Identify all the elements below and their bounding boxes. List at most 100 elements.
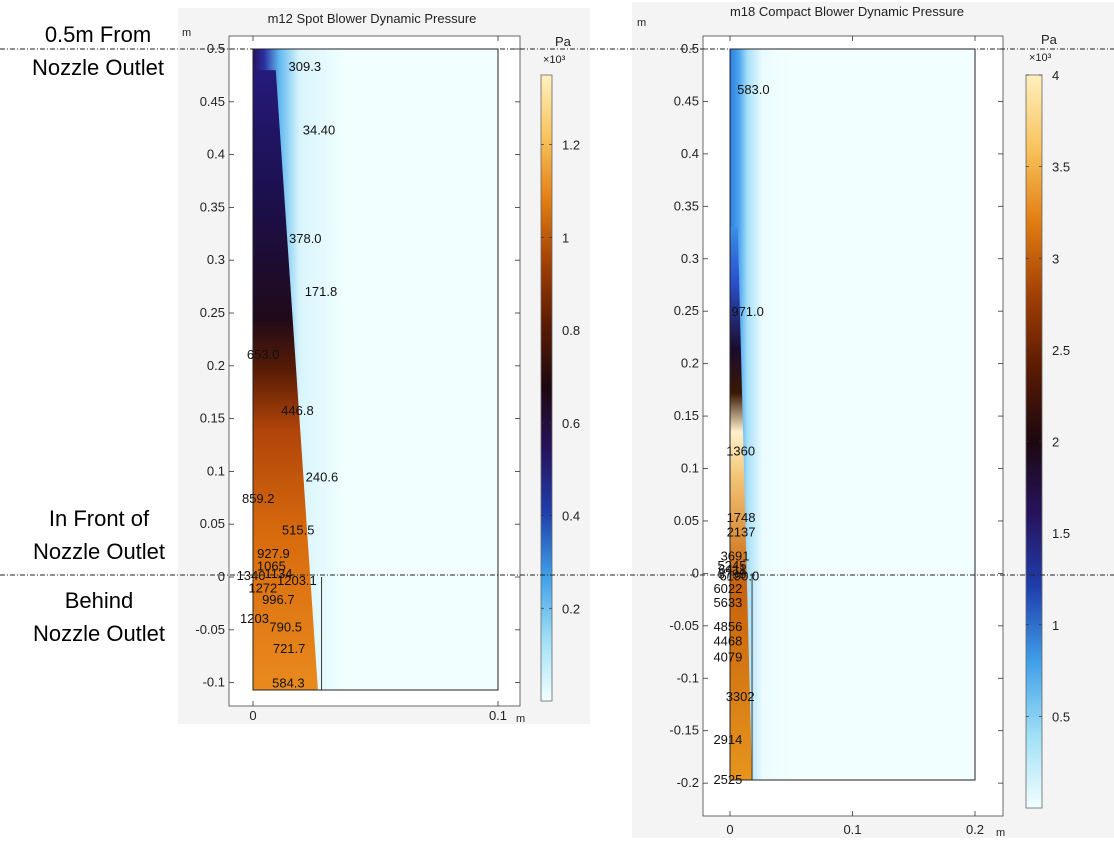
y-tick-label: 0.05 <box>674 513 699 528</box>
colorbar-tick-label: 3.5 <box>1052 160 1070 175</box>
colorbar-tick-label: 1.2 <box>562 138 580 153</box>
contour-label: 4856 <box>713 619 742 634</box>
contour-label: 1065 <box>257 558 286 573</box>
y-tick-label: 0.2 <box>207 358 225 373</box>
colorbar-unit: Pa <box>1041 32 1058 47</box>
contour-label: 653.0 <box>247 347 280 362</box>
y-tick-label: 0.2 <box>681 356 699 371</box>
y-tick-label: -0.15 <box>669 723 699 738</box>
y-tick-label: 0 <box>692 565 699 580</box>
chart-title: m18 Compact Blower Dynamic Pressure <box>730 4 964 19</box>
y-tick-label: 0.4 <box>207 147 225 162</box>
contour-label: 1340 <box>237 568 266 583</box>
contour-label: 584.3 <box>272 676 305 691</box>
contour-label: 1203 <box>240 611 269 626</box>
jet-core <box>730 227 753 781</box>
contour-label: 2525 <box>713 772 742 787</box>
label-line-1: Behind <box>64 588 134 613</box>
colorbar-multiplier: ×10³ <box>1029 52 1052 64</box>
label-line-2: Nozzle Outlet <box>32 539 166 564</box>
contour-label: 859.2 <box>242 491 275 506</box>
contour-label: 171.8 <box>305 284 338 299</box>
x-tick-label: 0.2 <box>966 822 984 837</box>
label-line-1: 0.5m From <box>44 22 152 47</box>
y-tick-label: 0.45 <box>674 93 699 108</box>
jet-core <box>253 70 318 691</box>
y-tick-label: 0.5 <box>207 41 225 56</box>
x-tick-label: 0 <box>726 822 733 837</box>
y-axis-unit: m <box>637 17 646 29</box>
y-tick-label: 0.1 <box>207 463 225 478</box>
colorbar-tick-label: 1 <box>562 230 569 245</box>
colorbar <box>540 74 553 702</box>
contour-label: 996.7 <box>262 592 295 607</box>
contour-label: 2914 <box>713 732 742 747</box>
y-tick-label: 0.15 <box>674 408 699 423</box>
contour-label: 1203.1 <box>277 573 317 588</box>
label-in-front-of-nozzle: In Front of Nozzle Outlet <box>4 502 194 568</box>
contour-label: 240.6 <box>306 470 339 485</box>
x-axis-unit: m <box>516 713 525 725</box>
contour-label: 446.8 <box>281 403 314 418</box>
contour-label: 515.5 <box>282 523 315 538</box>
label-line-2: Nozzle Outlet <box>31 55 165 80</box>
contour-label: 2137 <box>727 524 756 539</box>
y-tick-label: 0.5 <box>681 41 699 56</box>
colorbar-tick-label: 2.5 <box>1052 343 1070 358</box>
domain-outline <box>252 48 499 691</box>
x-tick-label: 0.1 <box>489 708 507 723</box>
colorbar-tick-label: 2 <box>1052 435 1059 450</box>
label-line-2: Nozzle Outlet <box>32 621 166 646</box>
label-half-meter-from-nozzle: 0.5m From Nozzle Outlet <box>6 18 190 84</box>
colorbar-tick-label: 1 <box>1052 618 1059 633</box>
contour-label: 6411 <box>718 562 746 577</box>
y-axis-unit: m <box>182 27 191 39</box>
contour-label: 378.0 <box>289 231 322 246</box>
colorbar-tick-label: 0.4 <box>562 509 580 524</box>
contour-label: 5633 <box>713 595 742 610</box>
label-line-1: In Front of <box>48 506 150 531</box>
chart-title: m12 Spot Blower Dynamic Pressure <box>268 11 477 26</box>
colorbar-tick-label: 1.5 <box>1052 526 1070 541</box>
plot-m12-spot-blower: m12 Spot Blower Dynamic Pressure m -0.1 -0.… <box>178 8 590 725</box>
colorbar-tick-label: 0.5 <box>1052 709 1070 724</box>
y-tick-label: 0 <box>218 569 225 584</box>
colorbar-tick-label: 0.8 <box>562 323 580 338</box>
contour-label: 34.40 <box>303 122 336 137</box>
y-tick-label: -0.05 <box>195 622 225 637</box>
contour-label: 3302 <box>726 689 755 704</box>
reference-lines <box>0 48 1114 576</box>
contour-label: 1134 <box>265 566 293 581</box>
y-tick-label: 0.35 <box>674 198 699 213</box>
contour-label: 971.0 <box>731 304 764 319</box>
contour-label: 4468 <box>713 634 742 649</box>
colorbar-tick-label: 3 <box>1052 251 1059 266</box>
contour-label: 6022 <box>713 581 742 596</box>
contour-label: 1360 <box>726 444 755 459</box>
x-axis-unit: m <box>996 827 1005 839</box>
y-tick-label: -0.05 <box>669 618 699 633</box>
contour-label: 6190.0 <box>719 569 759 584</box>
y-tick-label: 0.3 <box>681 251 699 266</box>
contour-label: 4079 <box>713 649 742 664</box>
contour-label: 583.0 <box>737 82 770 97</box>
contour-label: 6799 <box>718 566 747 581</box>
x-tick-label: 0.1 <box>843 822 861 837</box>
y-tick-label: -0.1 <box>677 670 699 685</box>
contour-label: 790.5 <box>269 620 302 635</box>
y-tick-label: 0.3 <box>207 252 225 267</box>
y-tick-label: -0.1 <box>203 675 225 690</box>
colorbar-multiplier: ×10³ <box>543 54 566 66</box>
y-tick-label: -0.2 <box>677 775 699 790</box>
y-tick-label: 0.25 <box>200 305 225 320</box>
label-behind-nozzle: Behind Nozzle Outlet <box>4 584 194 650</box>
colorbar-tick-label: 4 <box>1052 68 1059 83</box>
contour-label: 3691 <box>721 549 750 564</box>
y-tick-label: 0.1 <box>681 461 699 476</box>
contour-label: 309.3 <box>289 59 322 74</box>
contour-label: 721.7 <box>273 641 306 656</box>
plot-m18-compact-blower: m18 Compact Blower Dynamic Pressure m -0.2… <box>632 2 1114 839</box>
y-tick-label: 0.4 <box>681 146 699 161</box>
y-tick-label: 0.05 <box>200 516 225 531</box>
